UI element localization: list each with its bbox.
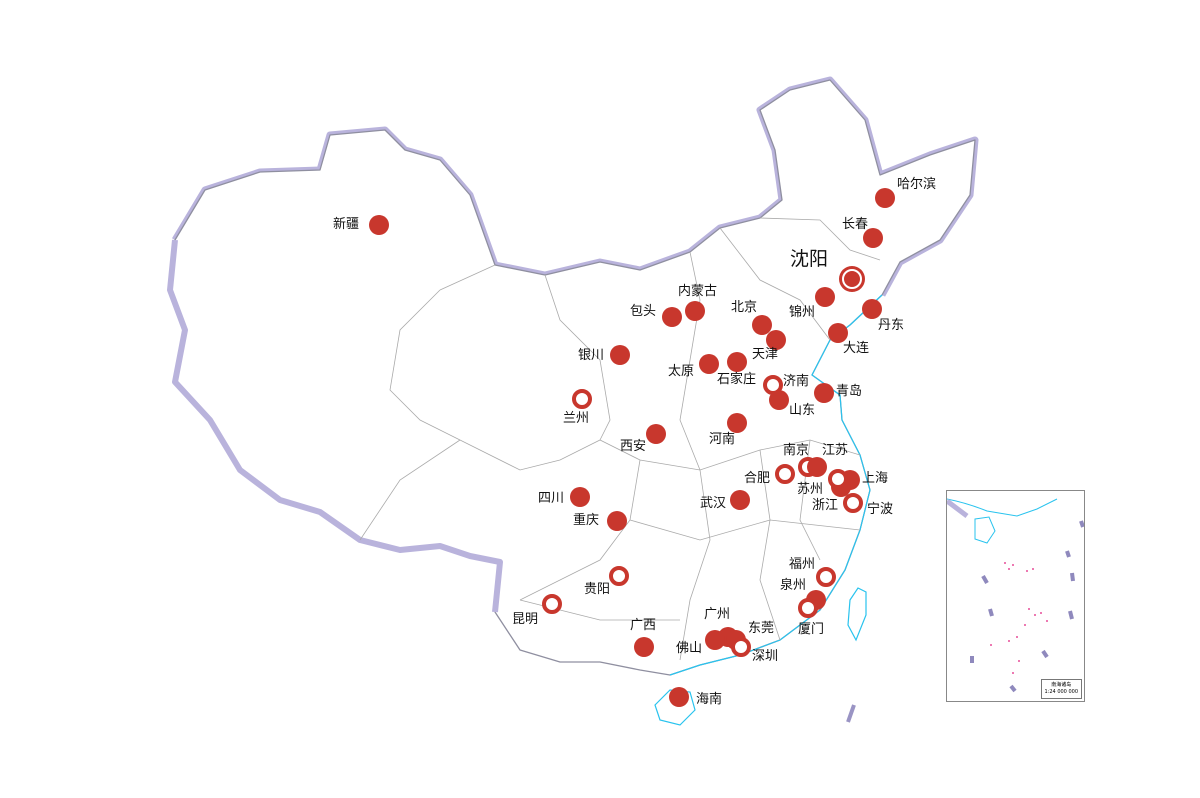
city-marker-filled[interactable] (752, 315, 772, 335)
city-marker-filled[interactable] (369, 215, 389, 235)
city-marker-filled[interactable] (699, 354, 719, 374)
city-label: 天津 (752, 347, 779, 362)
city-marker-filled[interactable] (862, 299, 882, 319)
inset-scale: 1:24 000 000 (1044, 689, 1079, 695)
city-marker-filled[interactable] (570, 487, 590, 507)
city-label: 丹东 (878, 318, 905, 333)
city-marker-filled[interactable] (685, 301, 705, 321)
city-marker-filled[interactable] (863, 228, 883, 248)
city-marker-hollow[interactable] (572, 389, 592, 409)
city-marker-filled[interactable] (727, 413, 747, 433)
city-marker-hollow[interactable] (542, 594, 562, 614)
city-label: 福州 (789, 557, 816, 572)
city-marker-hollow[interactable] (775, 464, 795, 484)
city-marker-filled[interactable] (705, 630, 725, 650)
south-china-sea-inset: 南海诸岛 1:24 000 000 (945, 490, 1085, 702)
city-marker-filled[interactable] (828, 323, 848, 343)
city-marker-filled[interactable] (766, 330, 786, 350)
taiwan-island (847, 587, 867, 642)
city-marker-filled[interactable] (875, 188, 895, 208)
city-marker-filled[interactable] (607, 511, 627, 531)
city-marker-filled[interactable] (662, 307, 682, 327)
city-label: 银川 (578, 348, 605, 363)
city-label: 合肥 (744, 471, 771, 486)
city-label: 浙江 (812, 498, 839, 513)
city-label: 兰州 (563, 411, 590, 426)
city-label: 包头 (630, 304, 657, 319)
city-label: 河南 (709, 432, 736, 447)
city-marker-hollow[interactable] (731, 637, 751, 657)
city-label: 武汉 (700, 496, 727, 511)
city-label: 贵阳 (584, 582, 611, 597)
city-label: 西安 (620, 439, 647, 454)
city-marker-filled[interactable] (646, 424, 666, 444)
city-label: 四川 (538, 491, 565, 506)
city-label: 北京 (731, 300, 758, 315)
city-label: 广州 (704, 607, 731, 622)
city-label: 太原 (668, 364, 695, 379)
city-label: 佛山 (676, 641, 703, 656)
city-label: 重庆 (573, 513, 600, 528)
city-label: 深圳 (752, 649, 779, 664)
city-marker-filled[interactable] (807, 457, 827, 477)
city-marker-hollow[interactable] (798, 598, 818, 618)
city-marker-filled[interactable] (727, 352, 747, 372)
city-label: 泉州 (780, 578, 807, 593)
city-label: 南京 (783, 443, 810, 458)
city-label: 东莞 (748, 621, 775, 636)
city-label: 锦州 (789, 305, 816, 320)
city-label: 山东 (789, 403, 816, 418)
city-label: 青岛 (836, 384, 863, 399)
city-marker-ring (842, 269, 862, 289)
city-label: 济南 (783, 374, 810, 389)
city-marker-filled[interactable] (610, 345, 630, 365)
city-label: 大连 (843, 341, 870, 356)
city-label: 海南 (696, 692, 723, 707)
city-marker-filled[interactable] (669, 687, 689, 707)
city-label: 厦门 (798, 622, 825, 637)
city-label: 上海 (862, 471, 889, 486)
city-label: 石家庄 (717, 372, 757, 387)
city-markers (369, 188, 895, 707)
city-label: 广西 (630, 618, 657, 633)
city-label: 内蒙古 (678, 284, 718, 299)
city-label: 江苏 (822, 443, 849, 458)
city-marker-hollow[interactable] (816, 567, 836, 587)
city-label: 苏州 (797, 482, 824, 497)
city-marker-hollow[interactable] (843, 493, 863, 513)
inset-title: 南海诸岛 (1051, 682, 1072, 688)
city-label: 昆明 (512, 612, 539, 627)
country-outline (167, 76, 979, 676)
city-label: 宁波 (867, 502, 894, 517)
city-marker-filled[interactable] (730, 490, 750, 510)
city-marker-hollow[interactable] (609, 566, 629, 586)
city-marker-filled[interactable] (769, 390, 789, 410)
city-label: 新疆 (333, 217, 360, 232)
city-marker-filled[interactable] (815, 287, 835, 307)
city-marker-filled[interactable] (634, 637, 654, 657)
inset-legend: 南海诸岛 1:24 000 000 (1040, 679, 1082, 699)
city-label: 长春 (842, 217, 869, 232)
city-label: 沈阳 (790, 248, 829, 270)
city-marker-hollow[interactable] (828, 469, 848, 489)
nine-dash-segment (846, 704, 856, 723)
inset-map (945, 498, 1085, 693)
city-label: 哈尔滨 (897, 177, 937, 192)
city-marker-filled[interactable] (814, 383, 834, 403)
